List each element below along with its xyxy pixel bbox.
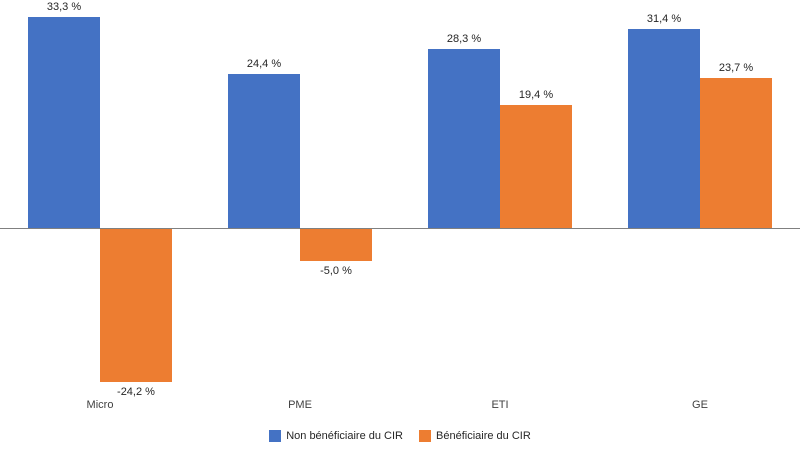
value-label-eti-non-beneficiaire-du-cir: 28,3 % (446, 32, 482, 45)
category-label-micro: Micro (86, 399, 114, 411)
value-label-ge-non-beneficiaire-du-cir: 31,4 % (646, 13, 682, 26)
value-label-ge-beneficiaire-du-cir: 23,7 % (718, 61, 754, 74)
value-label-micro-non-beneficiaire-du-cir: 33,3 % (46, 1, 82, 14)
value-label-eti-beneficiaire-du-cir: 19,4 % (518, 89, 554, 102)
category-label-ge: GE (692, 399, 708, 411)
legend-label-non-beneficiaire: Non bénéficiaire du CIR (286, 430, 403, 442)
bar-micro-non-beneficiaire-du-cir (28, 17, 100, 228)
legend: Non bénéficiaire du CIR Bénéficiaire du … (0, 428, 800, 444)
legend-item-beneficiaire: Bénéficiaire du CIR (419, 430, 531, 442)
bar-eti-non-beneficiaire-du-cir (428, 48, 500, 228)
bar-pme-non-beneficiaire-du-cir (228, 73, 300, 228)
x-axis-zero-line (0, 228, 800, 229)
bar-eti-beneficiaire-du-cir (500, 105, 572, 228)
category-label-pme: PME (288, 399, 312, 411)
legend-swatch-blue (269, 430, 282, 442)
bar-ge-non-beneficiaire-du-cir (628, 29, 700, 228)
bar-ge-beneficiaire-du-cir (700, 77, 772, 228)
bar-micro-beneficiaire-du-cir (100, 229, 172, 383)
value-label-micro-beneficiaire-du-cir: -24,2 % (117, 386, 155, 399)
value-label-pme-beneficiaire-du-cir: -5,0 % (320, 264, 352, 277)
legend-label-beneficiaire: Bénéficiaire du CIR (436, 430, 531, 442)
legend-item-non-beneficiaire: Non bénéficiaire du CIR (269, 430, 403, 442)
value-label-pme-non-beneficiaire-du-cir: 24,4 % (246, 57, 282, 70)
bar-pme-beneficiaire-du-cir (300, 229, 372, 261)
category-label-eti: ETI (491, 399, 509, 411)
legend-swatch-orange (419, 430, 431, 442)
